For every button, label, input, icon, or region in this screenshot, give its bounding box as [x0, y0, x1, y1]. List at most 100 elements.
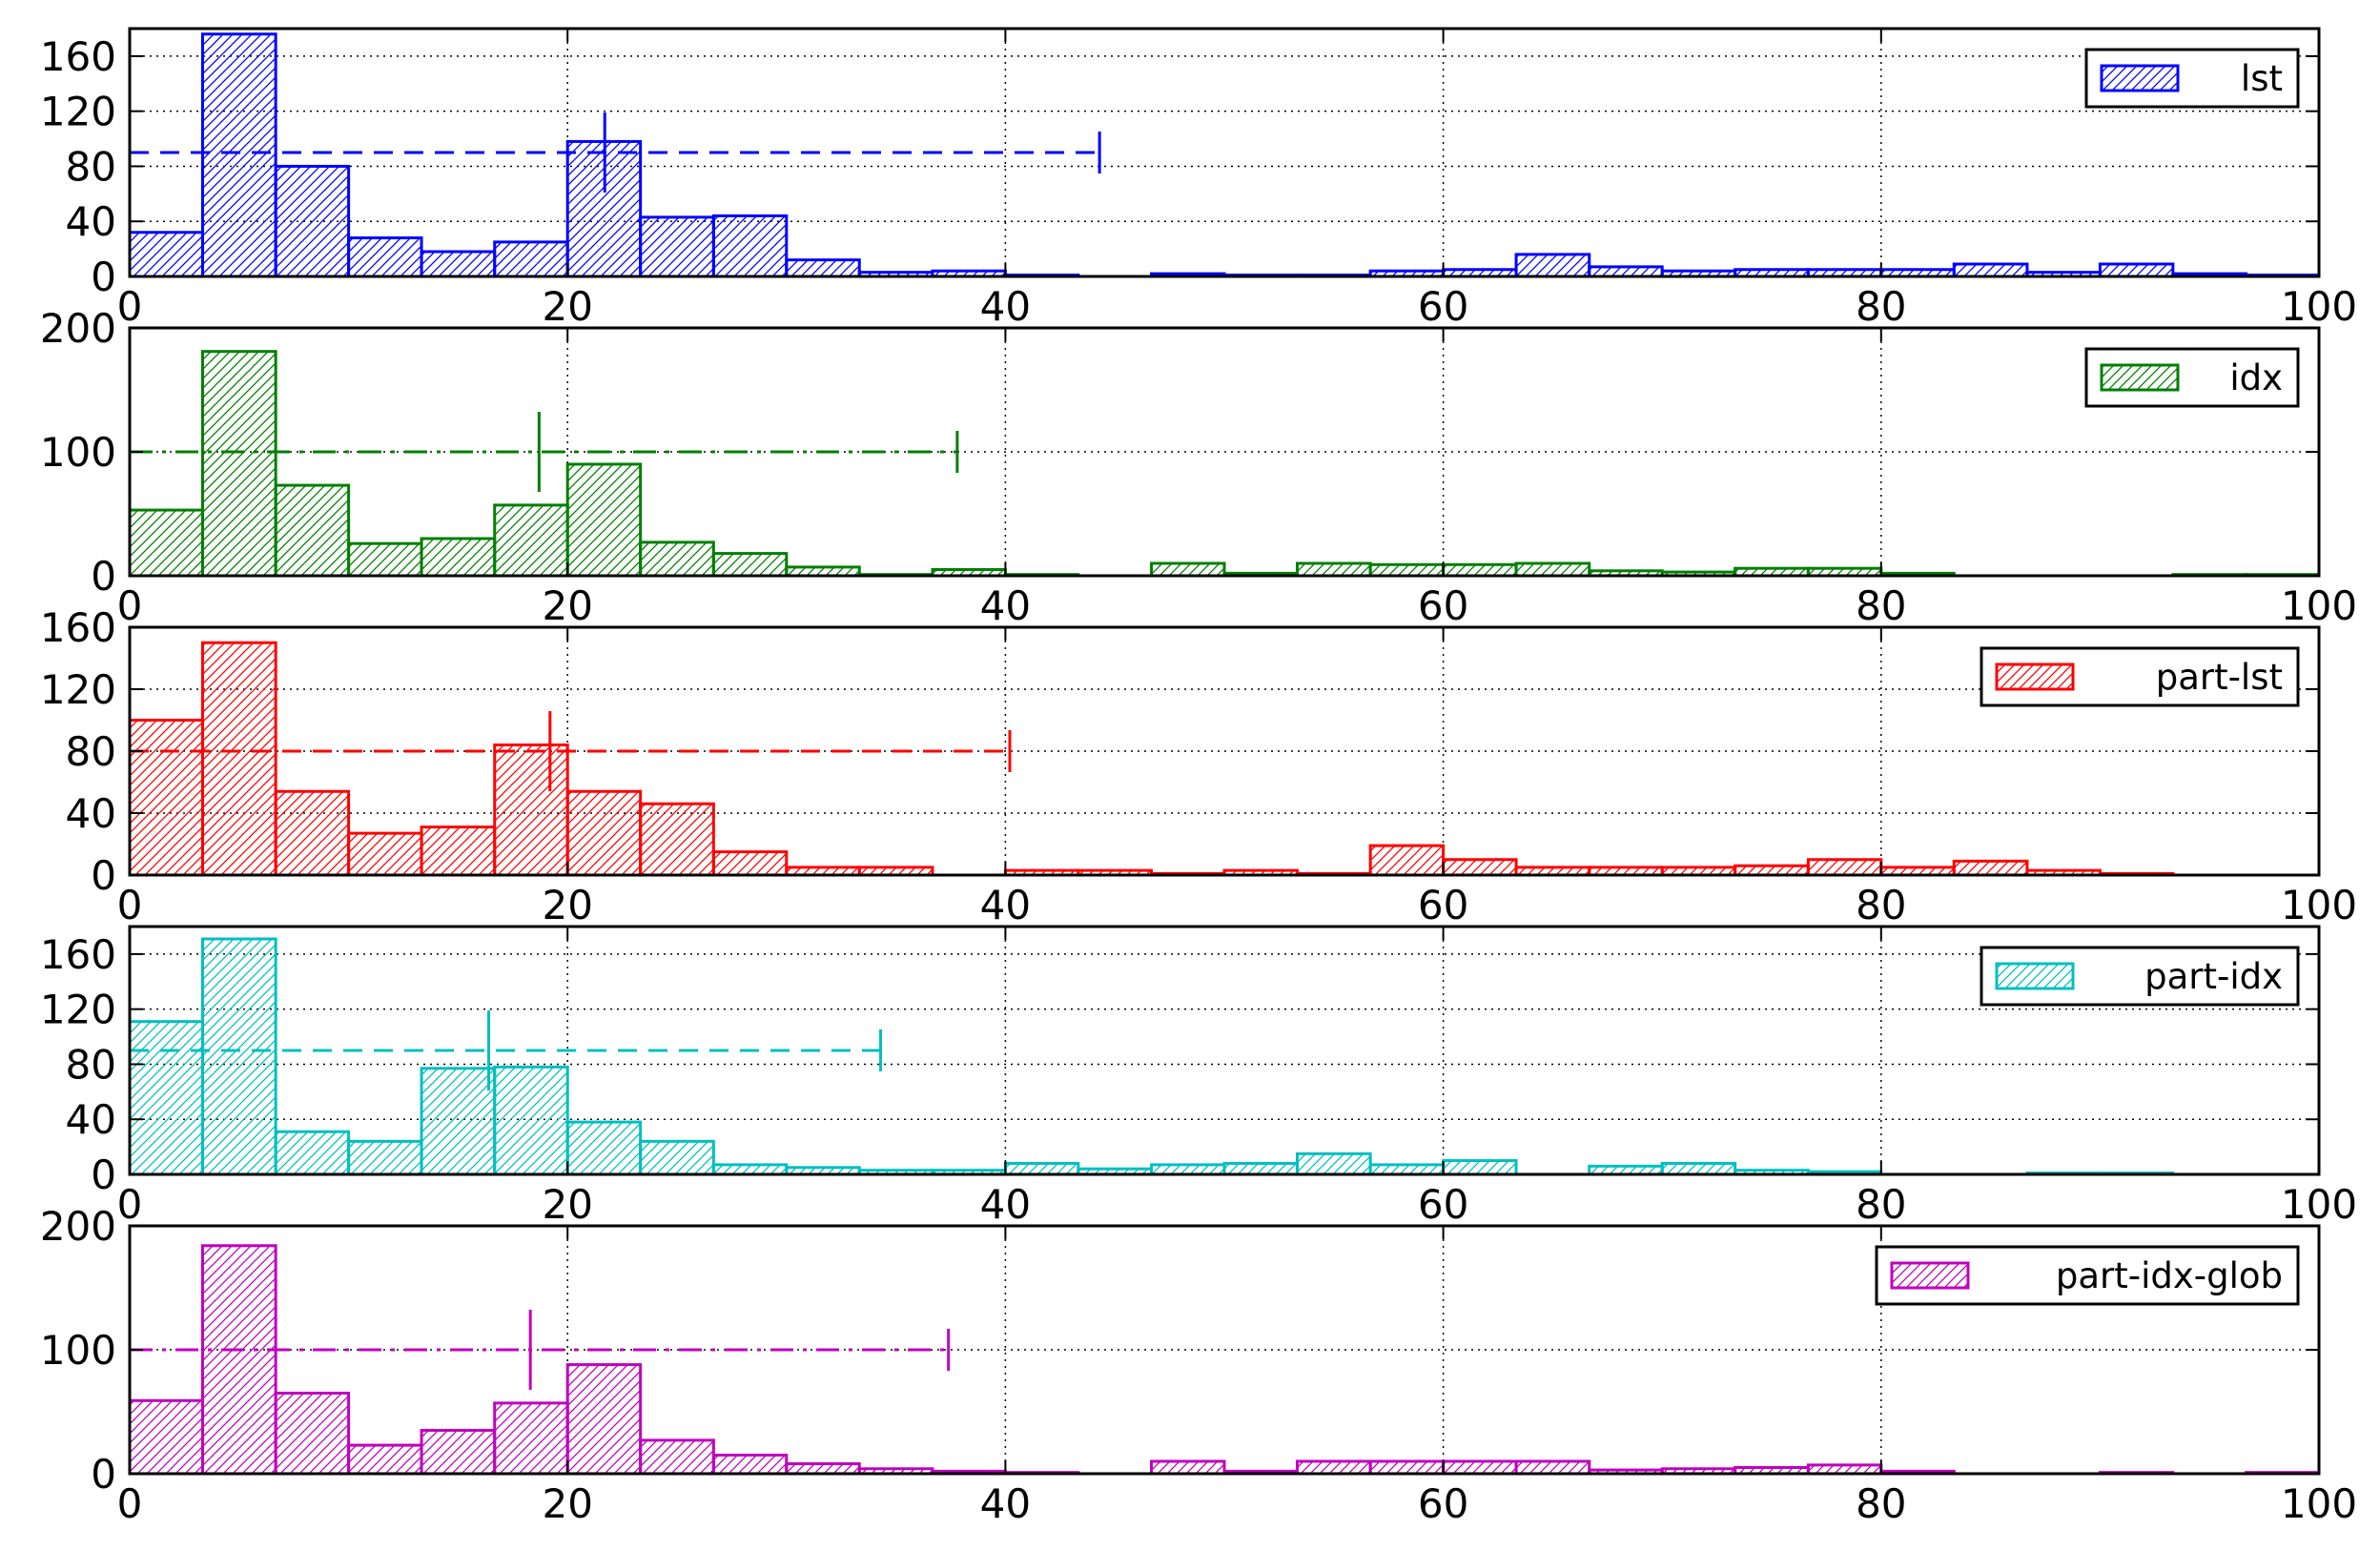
legend-label: lst: [2241, 58, 2283, 99]
histogram-bar: [1150, 1459, 1226, 1476]
legend: part-idx-glob: [1875, 1245, 2300, 1306]
histogram-bar: [1222, 1161, 1299, 1176]
axes-frame: [128, 925, 2321, 1176]
legend-swatch: [1890, 1261, 1970, 1290]
x-tick-label: 100: [2281, 283, 2357, 330]
histogram-bar: [1150, 1163, 1226, 1176]
y-tick-label: 40: [66, 790, 116, 837]
histogram-bar: [785, 1462, 861, 1476]
x-tick-label: 20: [542, 283, 592, 330]
histogram-bar: [493, 1401, 569, 1476]
y-tick-label: 200: [40, 305, 116, 352]
legend-swatch: [2100, 64, 2180, 92]
y-tick-label: 100: [40, 1327, 116, 1374]
histogram-bar: [785, 258, 861, 278]
x-tick-label: 40: [980, 1181, 1031, 1228]
histogram-bar: [1442, 858, 1518, 877]
y-tick-label: 160: [40, 33, 116, 80]
legend: part-lst: [1980, 646, 2300, 707]
histogram-bar: [639, 802, 715, 877]
histogram-bar: [274, 164, 351, 278]
y-tick-label: 0: [91, 254, 116, 300]
x-tick-label: 40: [980, 283, 1031, 330]
histogram-bar: [274, 789, 351, 877]
histogram-bar: [1952, 859, 2029, 877]
x-tick-label: 0: [117, 1181, 143, 1228]
y-tick-label: 120: [40, 987, 116, 1033]
x-tick-label: 100: [2281, 1181, 2357, 1228]
y-tick-label: 200: [40, 1203, 116, 1250]
y-tick-label: 100: [40, 429, 116, 476]
x-tick-label: 60: [1418, 1480, 1468, 1527]
histogram-bar: [711, 1163, 789, 1176]
histogram-bar: [493, 1065, 569, 1176]
histogram-bar: [565, 1120, 643, 1176]
x-tick-label: 60: [1418, 882, 1468, 928]
x-tick-label: 80: [1856, 1181, 1906, 1228]
x-tick-label: 100: [2281, 582, 2357, 629]
legend-swatch: [2100, 363, 2180, 392]
histogram-bar: [1442, 1159, 1518, 1176]
x-tick-label: 40: [980, 582, 1031, 629]
x-tick-label: 60: [1418, 582, 1468, 629]
legend-swatch: [1995, 662, 2075, 691]
y-tick-label: 160: [40, 931, 116, 978]
x-tick-label: 0: [117, 582, 143, 629]
histogram-bar: [200, 937, 277, 1176]
histogram-bar: [200, 1244, 277, 1476]
histogram-bar: [639, 1139, 715, 1176]
legend: idx: [2084, 347, 2300, 408]
histogram-bar: [1514, 1459, 1591, 1476]
histogram-bar: [1442, 562, 1518, 578]
legend: lst: [2084, 48, 2300, 109]
y-tick-label: 40: [66, 1096, 116, 1143]
x-tick-label: 40: [980, 882, 1031, 928]
x-tick-label: 20: [542, 582, 592, 629]
y-tick-label: 0: [91, 852, 116, 899]
x-tick-label: 100: [2281, 1480, 2357, 1527]
histogram-bar: [565, 1363, 643, 1476]
histogram-bar: [128, 1398, 204, 1476]
histogram-bar: [420, 1429, 497, 1476]
histogram-bar: [200, 32, 277, 278]
y-tick-label: 0: [91, 1451, 116, 1498]
y-tick-label: 80: [66, 1041, 116, 1088]
histogram-bar: [1514, 561, 1591, 578]
histogram-bar: [274, 1130, 351, 1176]
legend-label: part-idx-glob: [2056, 1255, 2283, 1296]
histogram-bar: [1368, 844, 1446, 877]
x-tick-label: 80: [1856, 283, 1906, 330]
legend-swatch: [1995, 962, 2075, 990]
panel-5: 0 20 40 60 80 100 0 100 200 part-idx-glob: [40, 1203, 2357, 1527]
x-tick-label: 20: [542, 1181, 592, 1228]
histogram-bar: [639, 215, 715, 278]
histogram-bar: [493, 744, 569, 877]
histogram-bar: [1442, 1459, 1518, 1476]
histogram-bar: [420, 1067, 497, 1176]
histogram-bar: [1660, 1161, 1737, 1176]
x-tick-label: 80: [1856, 1480, 1906, 1527]
y-tick-label: 80: [66, 143, 116, 190]
histogram-bar: [420, 537, 497, 578]
histogram-bar: [128, 719, 204, 877]
histogram-bar: [274, 483, 351, 578]
histogram-bar: [1368, 562, 1446, 578]
histogram-bar: [565, 462, 643, 578]
histogram-bar: [347, 831, 423, 877]
legend-label: part-lst: [2156, 657, 2283, 698]
histogram-bar: [420, 250, 497, 278]
histogram-bar: [1368, 1459, 1446, 1476]
histogram-bar: [128, 231, 204, 278]
histogram-bar: [639, 540, 715, 578]
histogram-bar: [128, 508, 204, 578]
x-tick-label: 20: [542, 882, 592, 928]
histogram-bar: [1295, 561, 1372, 578]
x-tick-label: 80: [1856, 582, 1906, 629]
x-tick-label: 60: [1418, 1181, 1468, 1228]
histogram-bar: [347, 1139, 423, 1176]
